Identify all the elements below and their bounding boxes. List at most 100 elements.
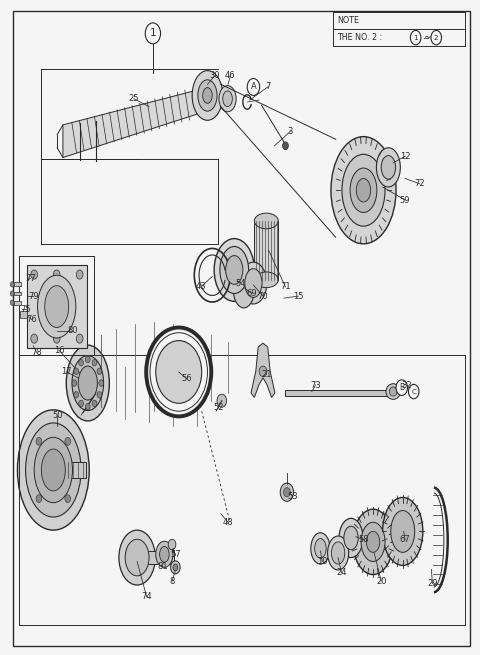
Text: 1: 1 [150,28,156,39]
Text: 57: 57 [170,550,180,559]
Text: NOTE: NOTE [337,16,359,25]
Ellipse shape [233,271,254,308]
Ellipse shape [45,286,69,328]
Circle shape [170,561,180,574]
Ellipse shape [366,531,380,552]
Ellipse shape [25,423,81,517]
Ellipse shape [381,156,396,179]
Circle shape [76,270,83,279]
Ellipse shape [331,137,396,244]
Text: 67: 67 [400,535,410,544]
Ellipse shape [254,213,278,229]
Text: 80: 80 [67,326,78,335]
Ellipse shape [72,356,104,411]
Circle shape [36,495,42,502]
Ellipse shape [331,542,345,564]
Ellipse shape [361,522,385,561]
Circle shape [396,380,408,396]
Text: 43: 43 [195,282,206,291]
Ellipse shape [220,246,249,293]
Ellipse shape [350,168,377,212]
Ellipse shape [125,539,149,576]
Ellipse shape [159,546,169,562]
Text: 72: 72 [414,179,425,188]
Text: 32: 32 [401,381,412,390]
Ellipse shape [198,80,217,111]
Ellipse shape [327,536,348,570]
Text: 24: 24 [336,568,347,577]
Circle shape [53,270,60,279]
Text: 12: 12 [400,152,410,160]
Text: 81: 81 [157,561,168,571]
Circle shape [85,356,90,363]
Circle shape [36,438,42,445]
Text: 74: 74 [141,592,152,601]
Ellipse shape [17,410,89,530]
Circle shape [79,400,84,407]
Circle shape [97,368,102,375]
Ellipse shape [192,71,223,121]
Text: 58: 58 [358,535,369,544]
Bar [286,390,393,396]
Circle shape [168,539,176,550]
Text: 56: 56 [181,374,192,383]
Polygon shape [27,265,87,348]
Circle shape [259,366,267,377]
Circle shape [431,30,442,45]
Bar [14,291,21,295]
Circle shape [408,384,419,399]
Circle shape [79,360,84,366]
Circle shape [31,270,37,279]
Ellipse shape [34,438,72,502]
Text: −: − [422,35,429,43]
Ellipse shape [66,345,109,421]
Bar [14,282,21,286]
Ellipse shape [156,541,173,567]
Text: 79: 79 [28,291,38,301]
Circle shape [280,483,294,501]
Ellipse shape [254,272,278,288]
Circle shape [99,380,104,386]
Ellipse shape [226,255,243,284]
Circle shape [65,495,71,502]
Circle shape [85,403,90,410]
Ellipse shape [78,366,97,400]
Text: 8: 8 [169,576,175,586]
Text: 52: 52 [213,403,224,412]
Ellipse shape [339,518,363,557]
Text: THE NO. 2 :: THE NO. 2 : [337,33,385,42]
Ellipse shape [383,497,423,565]
Circle shape [10,282,14,287]
Ellipse shape [342,155,385,226]
Text: 50: 50 [52,411,62,421]
Text: 25: 25 [129,94,139,103]
Ellipse shape [344,526,358,550]
Text: 48: 48 [223,517,233,527]
Ellipse shape [240,262,267,304]
Bar [57,462,86,478]
Text: 7: 7 [265,83,270,92]
Text: 53: 53 [288,492,298,500]
Circle shape [92,360,97,366]
Text: A: A [251,83,256,92]
Text: 46: 46 [225,71,236,81]
Text: B: B [399,383,404,392]
Text: ~: ~ [423,33,431,42]
Circle shape [146,328,211,417]
Text: 75: 75 [20,305,31,314]
Circle shape [145,23,160,44]
Text: 54: 54 [236,278,246,288]
Circle shape [156,341,202,403]
Circle shape [247,79,260,96]
Text: 59: 59 [400,196,410,204]
Text: 17: 17 [61,367,72,377]
Text: 2: 2 [434,35,439,41]
Text: 70: 70 [258,291,268,301]
Ellipse shape [315,538,326,558]
Text: 76: 76 [26,315,37,324]
Text: 10: 10 [317,557,327,566]
Text: 1: 1 [413,35,418,41]
Polygon shape [80,322,242,414]
Circle shape [410,30,421,45]
Text: 69: 69 [247,289,257,298]
